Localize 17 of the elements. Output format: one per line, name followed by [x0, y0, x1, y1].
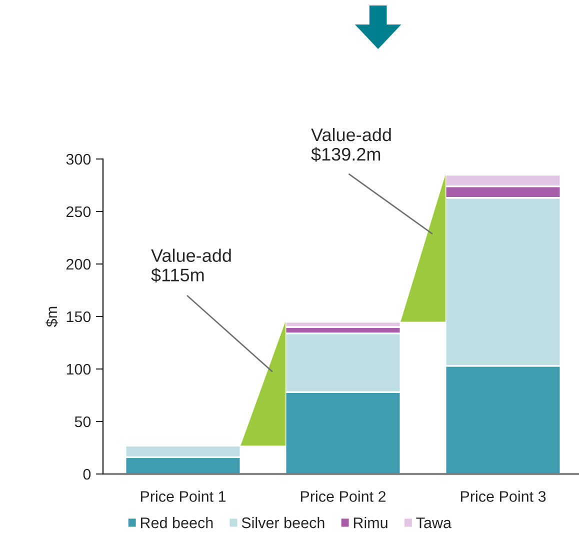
x-tick-label: Price Point 3: [460, 490, 546, 502]
x-tick-label: Price Point 1: [140, 490, 226, 502]
y-tick-label: 150: [66, 311, 91, 322]
y-axis-title: $m: [46, 306, 58, 327]
legend-label: Red beech: [140, 517, 213, 528]
annotation: Value-add $139.2m: [311, 128, 391, 162]
y-tick-label: 200: [66, 258, 91, 270]
y-tick-label: 250: [66, 206, 91, 218]
y-tick-label: 0: [83, 468, 91, 480]
y-tick-label: 300: [66, 154, 91, 165]
x-tick-label: Price Point 2: [300, 490, 386, 502]
y-tick-label: 100: [66, 364, 91, 375]
y-tick-label: 50: [74, 416, 91, 428]
legend-label: Rimu: [354, 517, 388, 528]
legend-label: Tawa: [416, 518, 452, 528]
legend-label: Silver beech: [242, 517, 324, 528]
annotation: Value-add $115m: [151, 248, 231, 283]
